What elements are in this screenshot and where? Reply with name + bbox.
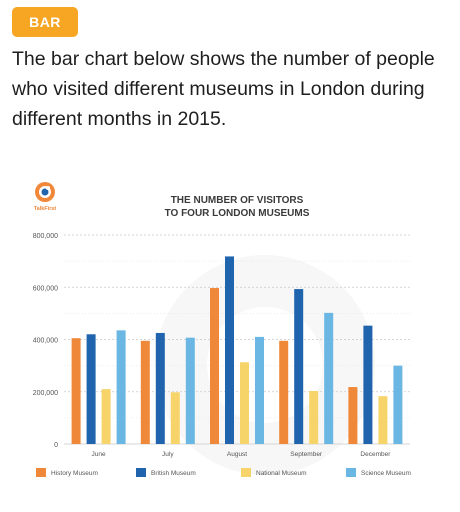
legend: History Museum British Museum National Mus… [36, 468, 411, 477]
logo-icon [35, 182, 55, 202]
chart-subtitle: TO FOUR LONDON MUSEUMS [165, 208, 310, 219]
legend-label: Science Museum [361, 470, 411, 477]
bar [279, 340, 289, 444]
y-tick-label: 200,000 [33, 390, 58, 397]
y-tick-label: 400,000 [33, 338, 58, 345]
bar [170, 392, 180, 444]
x-tick-label: June [92, 451, 106, 458]
bar [140, 340, 150, 444]
x-tick-label: August [227, 451, 247, 458]
x-tick-label: September [290, 451, 323, 458]
bar [309, 390, 319, 444]
bar [210, 288, 219, 444]
bar [240, 362, 249, 444]
chart-title: THE NUMBER OF VISITORS [171, 195, 304, 206]
bar [363, 325, 373, 444]
bar [348, 387, 358, 444]
bar [155, 332, 165, 444]
y-tick-label: 800,000 [33, 233, 58, 240]
bar [101, 389, 111, 444]
bar-chart: THE NUMBER OF VISITORS TO FOUR LONDON MU… [33, 195, 411, 477]
legend-swatch [36, 468, 46, 477]
bar [378, 396, 388, 444]
bar [86, 334, 96, 444]
x-tick-label: July [162, 451, 174, 458]
bars [71, 256, 403, 444]
y-tick-label: 600,000 [33, 285, 58, 292]
bar [225, 256, 234, 444]
legend-swatch [346, 468, 356, 477]
legend-label: History Museum [51, 470, 98, 477]
bar [294, 289, 304, 444]
bar [255, 336, 264, 444]
category-badge: BAR [12, 7, 78, 37]
x-tick-label: December [360, 451, 391, 458]
bar [185, 337, 195, 444]
y-axis-ticks: 0 200,000 400,000 600,000 800,000 [33, 233, 58, 449]
bar [324, 312, 334, 444]
x-axis-ticks: June July August September December [92, 451, 392, 458]
bar [71, 338, 81, 444]
legend-label: British Museum [151, 470, 196, 477]
y-tick-label: 0 [54, 442, 58, 449]
bar [116, 330, 126, 444]
bar [393, 365, 403, 444]
legend-label: National Museum [256, 470, 307, 477]
chart-description: The bar chart below shows the number of … [12, 48, 435, 130]
logo-text: TalkFirst [33, 206, 57, 212]
legend-swatch [136, 468, 146, 477]
legend-swatch [241, 468, 251, 477]
